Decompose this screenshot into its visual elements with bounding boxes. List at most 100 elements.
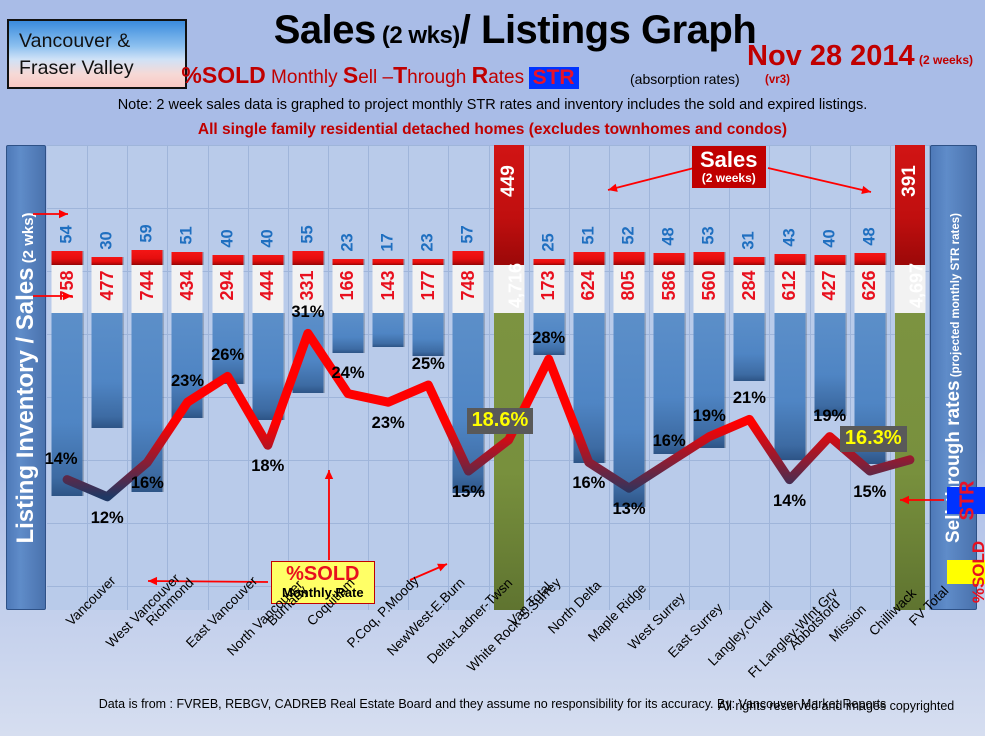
sales-value-label: 391 — [898, 165, 920, 197]
sales-value-label: 53 — [699, 226, 718, 245]
listing-value-label: 444 — [252, 265, 284, 313]
source-text: Data is from : FVREB, REBGV, CADREB Real… — [98, 697, 887, 711]
sales-value-label: 23 — [338, 233, 357, 252]
str-value-label: 18% — [251, 457, 285, 476]
listing-bar — [372, 313, 404, 348]
sales-value-label: 31 — [739, 231, 758, 250]
listing-bar — [131, 313, 163, 493]
chart-column: 40 444 — [248, 145, 288, 610]
sales-value-label: 51 — [177, 226, 196, 245]
title-listings: / Listings Graph — [459, 8, 757, 52]
chart-column: 48 586 — [649, 145, 689, 610]
sales-value-label: 54 — [57, 225, 76, 245]
gridline-horizontal — [47, 145, 929, 146]
sales-bar — [733, 257, 765, 265]
x-axis-labels: Vancouver West Vancouver Richmond East Vanc… — [0, 571, 985, 707]
str-value-label: 13% — [612, 500, 646, 519]
sales-bar — [854, 252, 886, 265]
listing-value-label: 4,716 — [493, 263, 525, 313]
sold-callout-sub: Monthly Rate — [282, 585, 364, 600]
rights-text: All rights reserved and images copyright… — [718, 699, 955, 713]
listing-bar — [332, 313, 364, 353]
sales-bar — [653, 252, 685, 265]
sales-value-label: 48 — [860, 227, 879, 246]
listing-bar — [252, 313, 284, 420]
listing-value-label: 560 — [693, 265, 725, 313]
subtitle: %SOLD Monthly Sell –Through Rates STR — [0, 62, 760, 90]
sales-callout-title: Sales — [700, 147, 758, 172]
sales-bar — [533, 258, 565, 265]
subtitle-ates: ates — [488, 67, 525, 88]
listing-bar — [91, 313, 123, 428]
listing-bar — [171, 313, 203, 418]
listing-value-label: 612 — [774, 265, 806, 313]
chart-column: 54 758 — [47, 145, 87, 610]
sales-bar — [412, 259, 444, 265]
subtitle-s: S — [342, 62, 359, 88]
str-vertical-badge: STR — [947, 481, 985, 521]
report-date-sub: (2 weeks) — [919, 53, 974, 67]
str-value-label: 19% — [813, 406, 847, 425]
sales-value-label: 17 — [378, 233, 397, 252]
chart-column: 25 173 — [529, 145, 569, 610]
listing-value-label: 586 — [653, 265, 685, 313]
chart-column: 17 143 — [368, 145, 408, 610]
subtitle-t: T — [393, 62, 408, 88]
listing-bar — [412, 313, 444, 356]
sales-bar — [573, 252, 605, 265]
gridline-horizontal — [47, 271, 929, 272]
sales-value-label: 40 — [258, 229, 277, 248]
absorption-note: (absorption rates) — [630, 71, 740, 87]
sales-callout: Sales (2 weeks) — [692, 146, 766, 189]
sales-bar — [452, 250, 484, 265]
str-value-label: 28% — [532, 329, 566, 348]
sales-bar-total — [894, 145, 925, 265]
chart-column: 31 284 — [729, 145, 769, 610]
y-axis-left-sub: (2 wks) — [20, 211, 37, 267]
str-value-label: 12% — [90, 508, 124, 527]
sales-value-label: 40 — [218, 229, 237, 248]
listing-bar — [452, 313, 484, 494]
listing-value-label: 177 — [412, 265, 444, 313]
listing-value-label: 143 — [372, 265, 404, 313]
sales-bar-total — [493, 145, 524, 265]
chart-column: 59 744 — [127, 145, 167, 610]
str-value-label: 31% — [291, 303, 325, 322]
sales-value-label: 40 — [820, 229, 839, 248]
version-tag: (vr3) — [765, 74, 790, 86]
listing-value-label: 748 — [452, 265, 484, 313]
chart-column: 40 294 — [208, 145, 248, 610]
y-axis-right-sub: (projected monthly STR rates) — [949, 212, 962, 380]
subtitle-pctsold: %SOLD — [181, 62, 266, 88]
subtitle-r: R — [471, 62, 489, 88]
sales-value-label: 48 — [659, 227, 678, 246]
subtitle-ell: ell – — [358, 67, 394, 88]
sales-value-label: 57 — [458, 225, 477, 244]
listing-bar — [693, 313, 725, 448]
sales-bar — [814, 254, 846, 265]
sales-value-label: 25 — [539, 233, 558, 252]
sales-bar — [693, 251, 725, 265]
listing-bar — [573, 313, 605, 464]
listing-bar-total — [493, 265, 524, 610]
sales-bar — [774, 254, 806, 265]
van-total-str-badge: 18.6% — [466, 408, 534, 435]
gridline-horizontal — [47, 586, 929, 587]
str-value-label: 14% — [773, 491, 807, 510]
sales-bar — [91, 257, 123, 265]
chart-column: 40 427 — [810, 145, 850, 610]
fv-total-str-badge: 16.3% — [839, 425, 907, 452]
listing-value-label: 805 — [613, 265, 645, 313]
listing-value-label: 477 — [91, 265, 123, 313]
listing-bar — [733, 313, 765, 382]
title-2wks: (2 wks) — [375, 22, 460, 49]
y-axis-left-panel: Listing Inventory / Sales (2 wks) — [6, 145, 46, 610]
listing-value-label: 331 — [292, 265, 324, 313]
gridline-horizontal — [47, 523, 929, 524]
listing-bar — [774, 313, 806, 461]
str-value-label: 21% — [732, 389, 766, 408]
sales-bar — [51, 251, 83, 265]
sales-bar — [613, 251, 645, 265]
listing-value-label: 427 — [814, 265, 846, 313]
